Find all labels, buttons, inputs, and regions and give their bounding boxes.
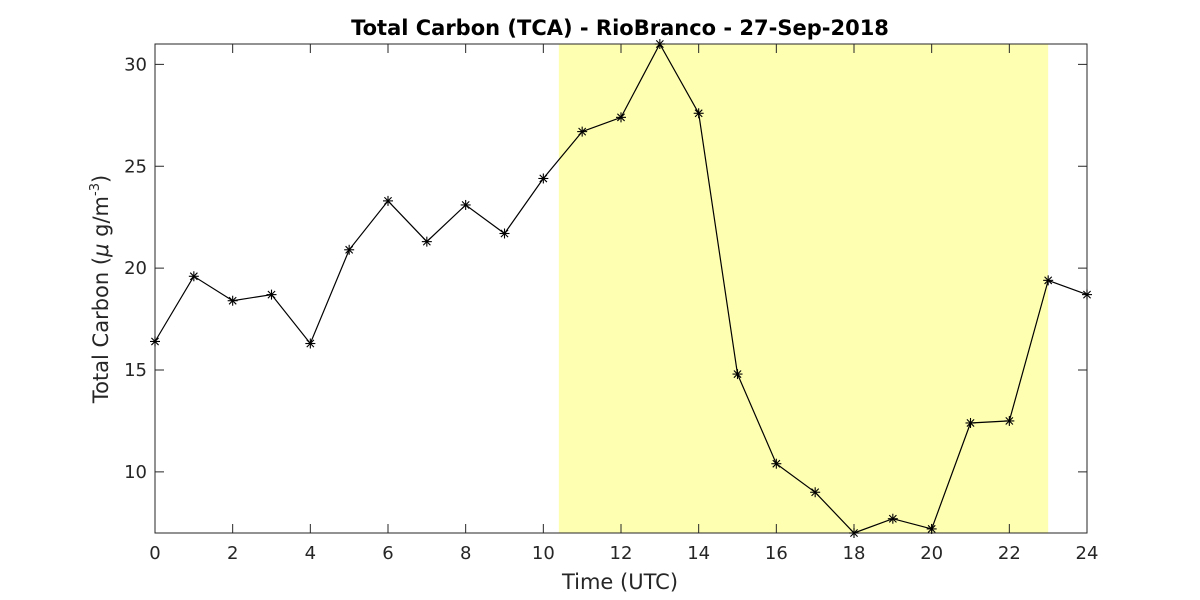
data-point	[965, 417, 976, 428]
data-point	[654, 39, 665, 49]
y-tick-label: 10	[124, 462, 147, 483]
marker-stroke	[694, 109, 703, 118]
data-point	[732, 369, 743, 380]
data-point	[188, 271, 199, 282]
x-tick-label: 6	[382, 543, 393, 564]
data-point	[771, 458, 782, 469]
chart-title: Total Carbon (TCA) - RioBranco - 27-Sep-…	[351, 16, 889, 40]
marker-stroke	[617, 113, 625, 122]
data-point	[1043, 275, 1054, 286]
marker-stroke	[345, 245, 354, 254]
data-point	[227, 295, 238, 306]
data-point	[305, 338, 316, 349]
marker-stroke	[927, 524, 936, 533]
data-point	[1004, 415, 1015, 426]
marker-stroke	[850, 529, 858, 537]
marker-stroke	[772, 459, 781, 468]
marker-stroke	[228, 296, 237, 305]
marker-stroke	[500, 229, 509, 238]
marker-stroke	[1005, 416, 1014, 425]
marker-stroke	[1083, 290, 1091, 299]
data-point	[577, 126, 588, 137]
marker-stroke	[1044, 276, 1053, 285]
marker-stroke	[655, 40, 664, 48]
marker-stroke	[384, 196, 392, 205]
x-tick-label: 12	[610, 543, 633, 564]
marker-stroke	[888, 514, 897, 523]
x-tick-label: 20	[920, 543, 943, 564]
marker-stroke	[461, 200, 470, 209]
marker-stroke	[733, 370, 742, 379]
data-point	[538, 173, 549, 184]
x-tick-label: 8	[460, 543, 471, 564]
marker-stroke	[189, 272, 198, 281]
marker-stroke	[306, 339, 315, 348]
data-point	[266, 289, 277, 300]
marker-stroke	[578, 127, 587, 136]
marker-stroke	[539, 174, 548, 183]
data-point	[616, 112, 626, 123]
data-point	[460, 199, 471, 210]
x-tick-label: 14	[687, 543, 710, 564]
marker-stroke	[422, 237, 431, 246]
data-point	[150, 336, 160, 347]
data-point	[849, 528, 859, 538]
y-axis-label: Total Carbon (μ g/m-3)	[88, 175, 113, 404]
data-point	[926, 523, 937, 534]
y-tick-label: 20	[124, 258, 147, 279]
data-point	[499, 228, 510, 239]
data-point	[810, 487, 821, 498]
x-tick-label: 24	[1076, 543, 1099, 564]
x-axis-label: Time (UTC)	[561, 570, 678, 594]
y-tick-label: 25	[124, 156, 147, 177]
y-tick-label: 15	[124, 360, 147, 381]
x-tick-label: 4	[305, 543, 316, 564]
data-point	[1082, 289, 1092, 300]
x-tick-label: 18	[843, 543, 866, 564]
x-tick-label: 2	[227, 543, 238, 564]
x-tick-label: 16	[765, 543, 788, 564]
marker-stroke	[966, 418, 975, 427]
data-point	[421, 236, 432, 247]
data-point	[383, 195, 393, 206]
x-tick-label: 22	[998, 543, 1021, 564]
x-tick-label: 0	[149, 543, 160, 564]
highlight-band	[558, 44, 1049, 533]
data-point	[344, 244, 355, 255]
marker-stroke	[811, 488, 820, 497]
data-point	[693, 108, 704, 119]
marker-stroke	[267, 290, 276, 299]
y-tick-label: 30	[124, 54, 147, 75]
marker-stroke	[151, 337, 159, 346]
x-tick-label: 10	[532, 543, 555, 564]
data-point	[887, 513, 898, 524]
